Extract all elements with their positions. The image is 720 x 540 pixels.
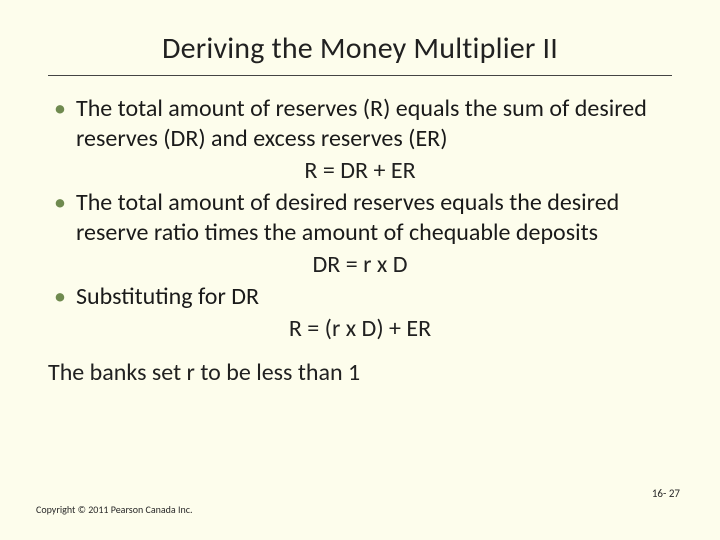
bullet-text: Substituting for DR [76, 282, 259, 311]
page-number: 16- 27 [652, 487, 680, 500]
bullet-list: The total amount of reserves (R) equals … [48, 94, 672, 154]
bullet-item: The total amount of desired reserves equ… [48, 188, 672, 248]
equation: DR = r x D [48, 250, 672, 280]
bullet-text: The total amount of reserves (R) equals … [76, 94, 647, 153]
bullet-text: The total amount of desired reserves equ… [76, 188, 619, 247]
slide: Deriving the Money Multiplier II The tot… [0, 0, 720, 540]
bullet-list: Substituting for DR [48, 282, 672, 312]
equation: R = (r x D) + ER [48, 314, 672, 344]
slide-title: Deriving the Money Multiplier II [48, 30, 672, 67]
closing-line: The banks set r to be less than 1 [48, 358, 672, 388]
bullet-item: Substituting for DR [48, 282, 672, 312]
bullet-item: The total amount of reserves (R) equals … [48, 94, 672, 154]
bullet-list: The total amount of desired reserves equ… [48, 188, 672, 248]
copyright-text: Copyright © 2011 Pearson Canada Inc. [36, 503, 192, 516]
equation: R = DR + ER [48, 156, 672, 186]
title-rule [48, 75, 672, 76]
